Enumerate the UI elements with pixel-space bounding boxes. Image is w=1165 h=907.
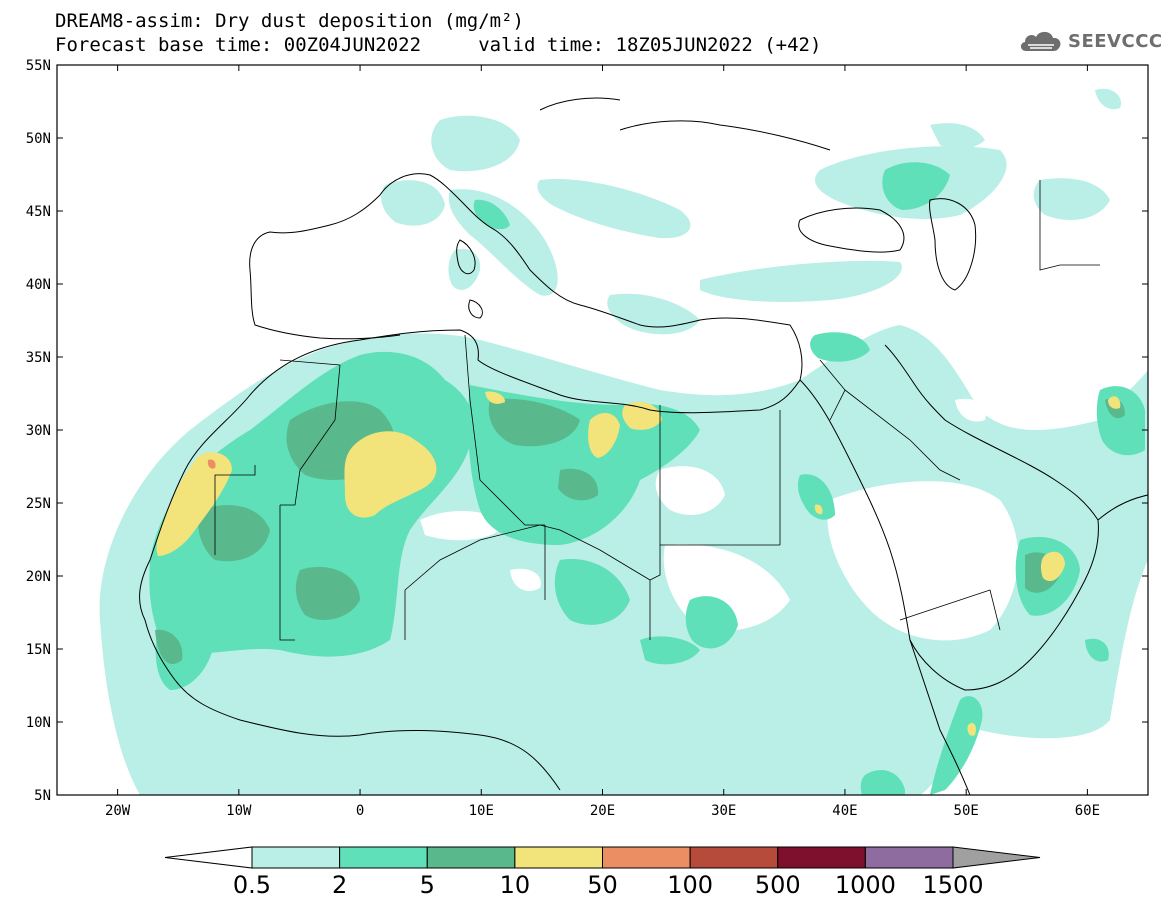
lat-tick-label: 30N bbox=[26, 423, 51, 439]
lat-tick-label: 45N bbox=[26, 204, 51, 220]
colorbar-max-triangle bbox=[952, 846, 1041, 869]
lon-tick-label: 10W bbox=[226, 803, 252, 819]
colorbar-swatch bbox=[864, 846, 954, 869]
lon-tick-label: 20W bbox=[105, 803, 131, 819]
lat-tick-label: 55N bbox=[26, 58, 51, 74]
colorbar-swatch bbox=[777, 846, 866, 869]
forecast-time-subtitle: Forecast base time: 00Z04JUN2022 valid t… bbox=[55, 34, 822, 56]
colorbar-swatch bbox=[339, 846, 428, 869]
colorbar-label: 2 bbox=[332, 871, 347, 899]
lon-tick-label: 30E bbox=[711, 803, 736, 819]
colorbar-legend: 0.5 2 5 10 50 100 500 1000 1500 bbox=[164, 846, 1041, 899]
colorbar-label: 1500 bbox=[922, 871, 983, 899]
lon-tick-label: 40E bbox=[832, 803, 857, 819]
colorbar-label: 10 bbox=[500, 871, 531, 899]
lat-tick-label: 50N bbox=[26, 131, 51, 147]
seevccc-logo: SEEVCCC bbox=[1018, 27, 1163, 55]
lat-tick-label: 15N bbox=[26, 642, 51, 658]
colorbar-swatch bbox=[514, 846, 603, 869]
logo-text: SEEVCCC bbox=[1068, 30, 1163, 52]
country-borders bbox=[214, 180, 1100, 641]
coastlines bbox=[139, 97, 1148, 795]
lon-tick-label: 10E bbox=[469, 803, 494, 819]
map-title: DREAM8-assim: Dry dust deposition (mg/m²… bbox=[55, 10, 524, 32]
colorbar-swatch bbox=[689, 846, 779, 869]
colorbar-swatch bbox=[426, 846, 516, 869]
longitude-axis: 20W 10W 0 10E 20E 30E 40E 50E 60E bbox=[105, 65, 1100, 819]
lat-tick-label: 10N bbox=[26, 715, 51, 731]
colorbar-min-triangle bbox=[164, 846, 253, 869]
colorbar-swatch bbox=[251, 846, 341, 869]
colorbar-label: 1000 bbox=[835, 871, 896, 899]
lon-tick-label: 50E bbox=[954, 803, 979, 819]
lat-tick-label: 40N bbox=[26, 277, 51, 293]
lat-tick-label: 25N bbox=[26, 496, 51, 512]
colorbar-swatch bbox=[602, 846, 691, 869]
colorbar-label: 100 bbox=[667, 871, 713, 899]
lon-tick-label: 60E bbox=[1075, 803, 1100, 819]
lat-tick-label: 35N bbox=[26, 350, 51, 366]
lon-tick-label: 0 bbox=[356, 803, 364, 819]
latitude-axis: 55N 50N 45N 40N 35N 30N 25N 20N 15N 10N 5N bbox=[26, 58, 1148, 804]
deposition-field bbox=[57, 65, 1148, 795]
lat-tick-label: 20N bbox=[26, 569, 51, 585]
lon-tick-label: 20E bbox=[590, 803, 615, 819]
colorbar-label: 50 bbox=[587, 871, 618, 899]
colorbar-label: 500 bbox=[755, 871, 801, 899]
colorbar-label: 5 bbox=[420, 871, 435, 899]
cloud-logo-icon bbox=[1020, 31, 1061, 51]
colorbar-label: 0.5 bbox=[233, 871, 271, 899]
lat-tick-label: 5N bbox=[34, 788, 51, 804]
